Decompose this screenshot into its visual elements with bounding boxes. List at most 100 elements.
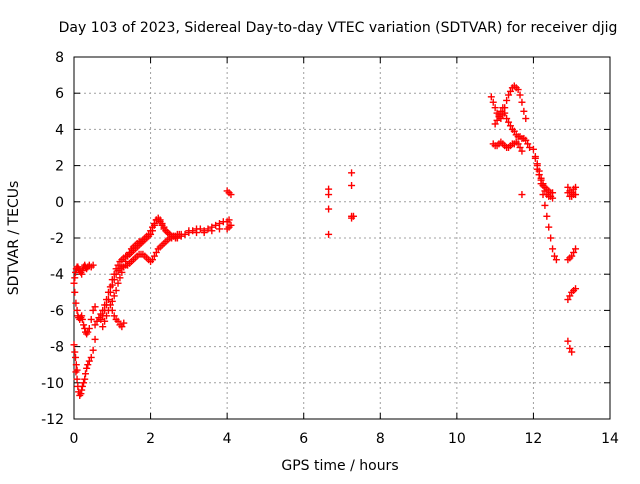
data-point — [73, 366, 81, 374]
data-point — [196, 225, 204, 233]
data-point — [145, 230, 153, 238]
data-point — [158, 220, 166, 228]
data-point — [78, 267, 86, 275]
data-point — [89, 346, 97, 354]
data-point — [93, 317, 101, 325]
data-point — [227, 221, 235, 229]
data-point — [181, 230, 189, 238]
data-point — [550, 252, 558, 260]
data-point — [87, 315, 95, 323]
data-point — [541, 201, 549, 209]
data-point — [87, 353, 95, 361]
data-point — [539, 180, 547, 188]
data-point — [545, 223, 553, 231]
data-point — [564, 296, 572, 304]
data-point — [493, 116, 501, 124]
data-point — [524, 140, 532, 148]
y-tick-label: -6 — [50, 303, 64, 319]
data-point — [71, 288, 79, 296]
data-point — [200, 229, 208, 237]
data-point — [491, 104, 499, 112]
data-point — [112, 270, 120, 278]
y-tick-label: 8 — [55, 50, 64, 66]
data-point — [227, 191, 235, 199]
data-point — [126, 248, 134, 256]
data-point — [97, 315, 105, 323]
data-point — [70, 279, 78, 287]
data-point — [568, 252, 576, 260]
y-tick-label: -4 — [50, 267, 64, 283]
data-point — [204, 225, 212, 233]
data-point — [325, 230, 333, 238]
data-point — [543, 212, 551, 220]
data-point — [78, 270, 86, 278]
data-point — [572, 245, 580, 253]
data-point — [501, 109, 509, 117]
data-point — [215, 225, 223, 233]
y-axis-label: SDTVAR / TECUs — [6, 181, 22, 296]
data-point — [225, 216, 233, 224]
data-point — [348, 182, 356, 190]
y-tick-label: -12 — [41, 412, 64, 428]
data-point — [566, 344, 574, 352]
data-point — [514, 86, 522, 94]
data-point — [72, 361, 80, 369]
data-point — [110, 292, 118, 300]
x-tick-label: 14 — [601, 431, 619, 447]
y-tick-label: 0 — [55, 195, 64, 211]
data-point — [537, 176, 545, 184]
data-point — [118, 323, 126, 331]
data-point — [116, 274, 124, 282]
data-point — [147, 227, 155, 235]
data-point — [104, 296, 112, 304]
data-point — [212, 221, 220, 229]
data-point — [499, 104, 507, 112]
data-point — [518, 191, 526, 199]
data-point — [106, 301, 114, 309]
data-point — [91, 335, 99, 343]
data-point — [71, 274, 79, 282]
data-point — [148, 223, 156, 231]
data-point — [81, 370, 89, 378]
x-tick-label: 12 — [525, 431, 543, 447]
data-point — [185, 227, 193, 235]
data-point — [71, 348, 79, 356]
data-point — [78, 386, 86, 394]
data-point — [552, 256, 560, 264]
data-point — [78, 312, 86, 320]
data-point — [506, 87, 514, 95]
data-point — [520, 107, 528, 115]
data-point — [497, 107, 505, 115]
data-point — [85, 357, 93, 365]
data-point — [535, 171, 543, 179]
data-point — [89, 306, 97, 314]
data-point — [101, 317, 109, 325]
data-point — [78, 382, 86, 390]
data-point — [83, 364, 91, 372]
x-tick-labels: 0 2 4 6 8 10 12 14 — [70, 431, 619, 447]
data-point — [160, 223, 168, 231]
data-point — [506, 122, 514, 130]
data-point — [518, 98, 526, 106]
x-tick-label: 2 — [146, 431, 155, 447]
data-point — [72, 353, 80, 361]
data-point — [568, 348, 576, 356]
data-point — [177, 232, 185, 240]
data-point — [349, 212, 357, 220]
y-tick-label: -10 — [41, 376, 64, 392]
data-point — [325, 205, 333, 213]
data-point — [531, 154, 539, 162]
data-point — [325, 191, 333, 199]
data-point — [110, 312, 118, 320]
data-point — [84, 328, 92, 336]
data-point — [570, 248, 578, 256]
data-point — [73, 306, 81, 314]
data-point — [89, 261, 97, 269]
data-point — [99, 323, 107, 331]
y-tick-label: -2 — [50, 231, 64, 247]
data-point — [114, 279, 122, 287]
data-points — [70, 82, 580, 399]
data-point — [150, 252, 158, 260]
data-point — [549, 245, 557, 253]
data-point — [156, 216, 164, 224]
